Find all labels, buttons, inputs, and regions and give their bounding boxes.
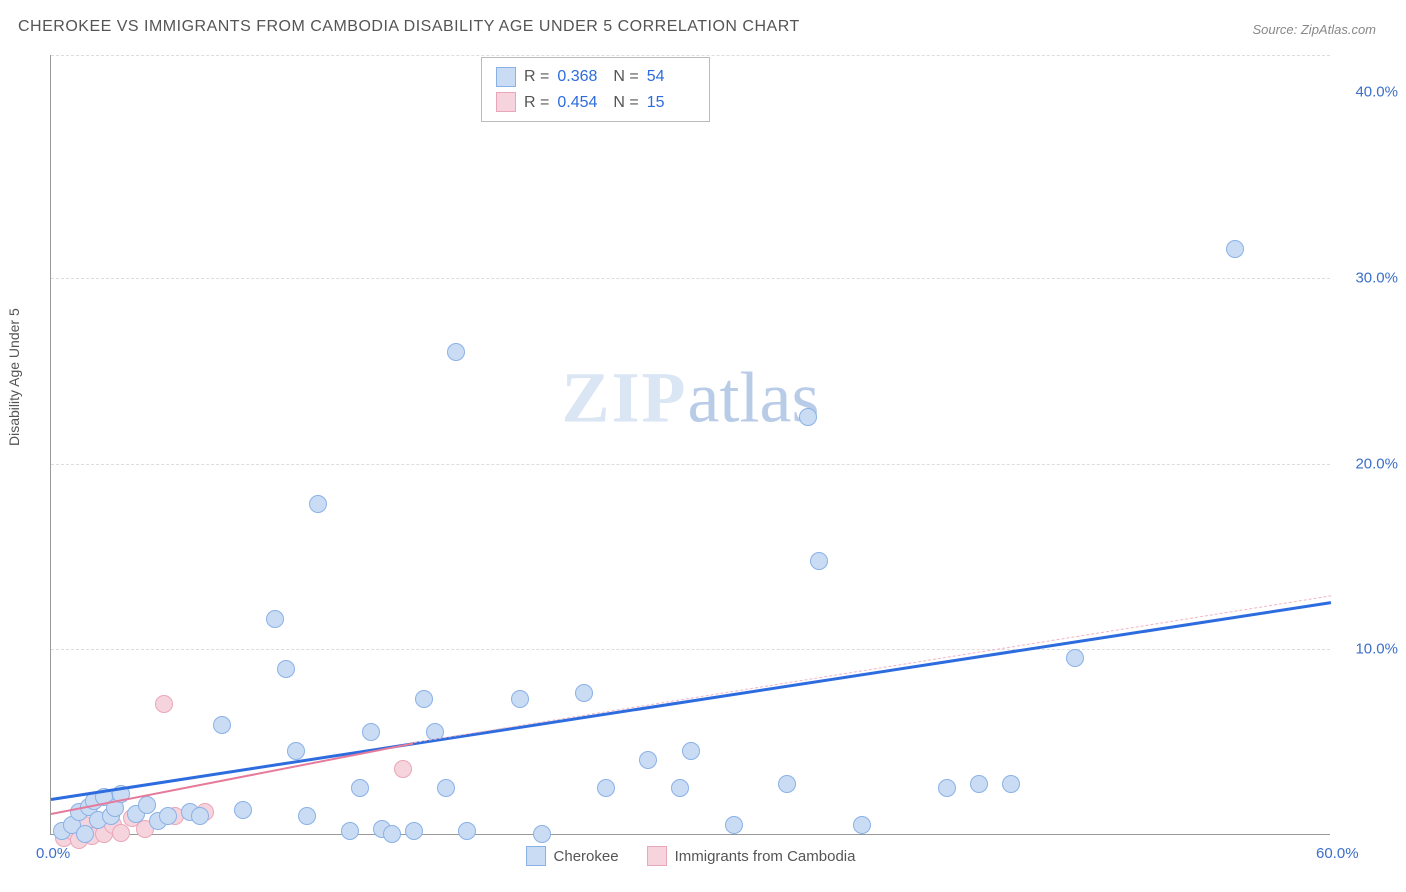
scatter-point (447, 343, 465, 361)
scatter-point (639, 751, 657, 769)
legend-swatch-cambodia (647, 846, 667, 866)
scatter-point (415, 690, 433, 708)
scatter-point (155, 695, 173, 713)
r-value-cambodia: 0.454 (557, 90, 605, 116)
trend-line (414, 595, 1331, 743)
legend-label-cambodia: Immigrants from Cambodia (675, 848, 856, 865)
y-tick-label: 10.0% (1355, 641, 1398, 658)
stats-row-cambodia: R = 0.454 N = 15 (496, 90, 695, 116)
scatter-point (351, 779, 369, 797)
source-credit: Source: ZipAtlas.com (1252, 22, 1376, 37)
n-value-cherokee: 54 (647, 64, 695, 90)
y-tick-label: 20.0% (1355, 455, 1398, 472)
gridline (51, 55, 1330, 56)
series-legend: Cherokee Immigrants from Cambodia (526, 846, 856, 866)
gridline (51, 464, 1330, 465)
r-label: R = (524, 64, 549, 90)
scatter-point (799, 408, 817, 426)
scatter-point (191, 807, 209, 825)
scatter-point (341, 822, 359, 840)
scatter-point (533, 825, 551, 843)
scatter-point (671, 779, 689, 797)
legend-item-cambodia: Immigrants from Cambodia (647, 846, 856, 866)
legend-item-cherokee: Cherokee (526, 846, 619, 866)
n-label: N = (613, 90, 638, 116)
scatter-point (938, 779, 956, 797)
scatter-point (309, 495, 327, 513)
scatter-point (810, 552, 828, 570)
plot-area: ZIPatlas R = 0.368 N = 54 R = 0.454 N = … (50, 55, 1330, 835)
scatter-point (277, 660, 295, 678)
x-tick-label: 60.0% (1316, 845, 1359, 862)
scatter-point (778, 775, 796, 793)
y-axis-label: Disability Age Under 5 (6, 308, 22, 446)
swatch-cambodia (496, 92, 516, 112)
scatter-point (437, 779, 455, 797)
scatter-point (458, 822, 476, 840)
scatter-point (234, 801, 252, 819)
gridline (51, 278, 1330, 279)
scatter-point (1002, 775, 1020, 793)
chart-title: CHEROKEE VS IMMIGRANTS FROM CAMBODIA DIS… (18, 18, 800, 36)
stats-legend: R = 0.368 N = 54 R = 0.454 N = 15 (481, 57, 710, 122)
scatter-point (853, 816, 871, 834)
x-tick-label: 0.0% (36, 845, 70, 862)
watermark: ZIPatlas (562, 356, 820, 439)
scatter-point (138, 796, 156, 814)
scatter-point (511, 690, 529, 708)
r-label: R = (524, 90, 549, 116)
scatter-point (597, 779, 615, 797)
watermark-atlas: atlas (688, 357, 820, 437)
scatter-point (362, 723, 380, 741)
stats-row-cherokee: R = 0.368 N = 54 (496, 64, 695, 90)
scatter-point (159, 807, 177, 825)
y-tick-label: 40.0% (1355, 84, 1398, 101)
scatter-point (112, 824, 130, 842)
scatter-point (287, 742, 305, 760)
scatter-point (76, 825, 94, 843)
y-tick-label: 30.0% (1355, 269, 1398, 286)
scatter-point (575, 684, 593, 702)
scatter-point (405, 822, 423, 840)
scatter-point (1066, 649, 1084, 667)
scatter-point (1226, 240, 1244, 258)
scatter-point (298, 807, 316, 825)
legend-label-cherokee: Cherokee (554, 848, 619, 865)
trend-line (51, 601, 1331, 801)
gridline (51, 649, 1330, 650)
scatter-point (682, 742, 700, 760)
r-value-cherokee: 0.368 (557, 64, 605, 90)
n-value-cambodia: 15 (647, 90, 695, 116)
legend-swatch-cherokee (526, 846, 546, 866)
scatter-point (725, 816, 743, 834)
scatter-point (383, 825, 401, 843)
scatter-point (213, 716, 231, 734)
scatter-point (266, 610, 284, 628)
n-label: N = (613, 64, 638, 90)
scatter-point (970, 775, 988, 793)
scatter-point (394, 760, 412, 778)
swatch-cherokee (496, 67, 516, 87)
watermark-zip: ZIP (562, 357, 688, 437)
